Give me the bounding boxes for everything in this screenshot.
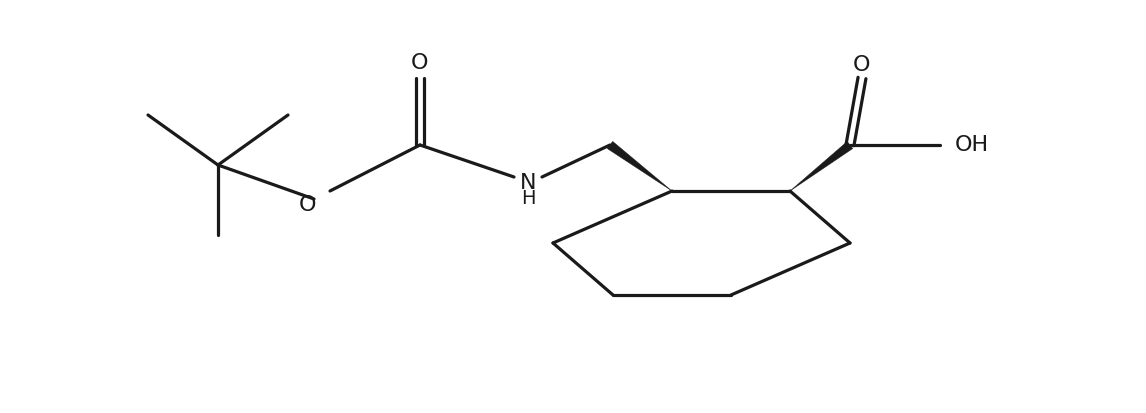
Text: O: O [854,55,871,75]
Text: O: O [299,195,316,215]
Text: N: N [520,173,536,193]
Polygon shape [607,141,672,191]
Polygon shape [790,141,853,191]
Text: H: H [520,188,535,207]
Text: OH: OH [955,135,989,155]
Text: O: O [411,53,429,73]
